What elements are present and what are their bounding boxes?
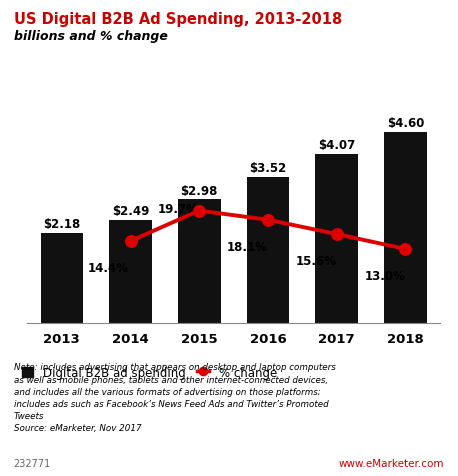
- Text: US Digital B2B Ad Spending, 2013-2018: US Digital B2B Ad Spending, 2013-2018: [14, 12, 342, 27]
- Text: 15.6%: 15.6%: [295, 255, 337, 268]
- Text: 13.0%: 13.0%: [365, 269, 405, 282]
- Bar: [315, 155, 358, 324]
- Bar: [40, 233, 83, 324]
- Text: 232771: 232771: [14, 458, 51, 468]
- Text: $4.60: $4.60: [387, 117, 424, 130]
- Text: $2.18: $2.18: [43, 218, 81, 231]
- Text: $2.49: $2.49: [112, 205, 149, 218]
- Point: [333, 231, 340, 238]
- Point: [127, 238, 134, 245]
- Bar: [246, 178, 289, 324]
- Text: $2.98: $2.98: [180, 184, 218, 198]
- Text: $3.52: $3.52: [249, 162, 287, 175]
- Text: 19.7%: 19.7%: [158, 203, 199, 216]
- Point: [402, 246, 409, 253]
- Bar: [109, 220, 152, 324]
- Legend: Digital B2B ad spending, % change: Digital B2B ad spending, % change: [17, 362, 282, 384]
- Text: billions and % change: billions and % change: [14, 30, 168, 43]
- Text: Note: includes advertising that appears on desktop and laptop computers
as well : Note: includes advertising that appears …: [14, 363, 336, 432]
- Text: 14.4%: 14.4%: [88, 261, 129, 274]
- Bar: [384, 133, 426, 324]
- Text: $4.07: $4.07: [318, 139, 355, 152]
- Point: [264, 217, 272, 224]
- Point: [196, 208, 203, 215]
- Bar: [178, 200, 220, 324]
- Text: 18.1%: 18.1%: [227, 240, 268, 253]
- Text: www.eMarketer.com: www.eMarketer.com: [339, 458, 444, 468]
